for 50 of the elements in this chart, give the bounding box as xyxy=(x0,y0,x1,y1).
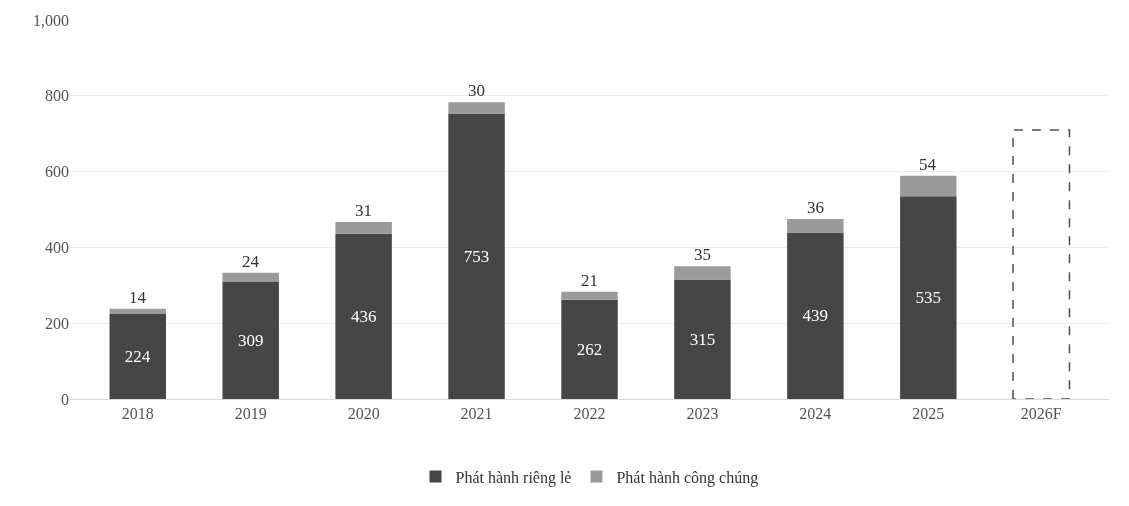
y-tick-label: 1,000 xyxy=(33,11,69,29)
data-label: 14 xyxy=(129,288,147,307)
data-label: 30 xyxy=(468,81,485,100)
bar xyxy=(448,113,505,399)
data-label: 36 xyxy=(807,198,824,217)
x-tick-label: 2019 xyxy=(234,405,267,423)
x-tick-label: 2023 xyxy=(686,405,719,423)
bar xyxy=(109,314,166,399)
bar xyxy=(900,175,957,197)
data-label: 24 xyxy=(242,252,260,271)
bar xyxy=(1012,129,1071,399)
bar xyxy=(674,266,731,280)
bar xyxy=(561,299,618,399)
bar xyxy=(787,232,844,399)
data-label: 224 xyxy=(124,347,151,367)
data-label: 31 xyxy=(355,201,372,220)
data-label: 35 xyxy=(694,245,711,264)
legend-label: Phát hành riêng lẻ xyxy=(455,468,572,487)
y-tick-label: 600 xyxy=(45,163,69,181)
bar xyxy=(561,291,618,300)
bar xyxy=(787,218,844,233)
data-label: 439 xyxy=(802,306,829,326)
x-tick-label: 2025 xyxy=(912,405,945,423)
data-label: 315 xyxy=(689,329,716,349)
data-label: 436 xyxy=(350,306,377,326)
bar xyxy=(222,272,279,282)
x-tick-label: 2021 xyxy=(460,405,493,423)
x-tick-label: 2018 xyxy=(121,405,154,423)
bar xyxy=(109,308,166,315)
y-tick-label: 200 xyxy=(45,314,69,332)
x-tick-label: 2022 xyxy=(573,405,606,423)
data-label: 21 xyxy=(581,271,598,290)
x-tick-label: 2026F xyxy=(1020,405,1062,423)
x-tick-label: 2024 xyxy=(799,405,832,423)
bar xyxy=(674,279,731,399)
bar xyxy=(335,222,392,234)
data-label: 753 xyxy=(463,246,490,266)
bar xyxy=(900,196,957,399)
y-tick-label: 0 xyxy=(61,390,69,408)
x-tick-label: 2020 xyxy=(347,405,380,423)
bar xyxy=(448,102,505,114)
y-tick-label: 800 xyxy=(45,87,69,105)
bar xyxy=(222,281,279,399)
data-label: 262 xyxy=(576,339,603,359)
data-label: 54 xyxy=(919,155,937,174)
bar xyxy=(335,233,392,399)
data-label: 535 xyxy=(915,288,942,308)
y-tick-label: 400 xyxy=(45,239,69,256)
data-label: 309 xyxy=(237,330,264,350)
legend-label: Phát hành công chúng xyxy=(616,468,759,487)
